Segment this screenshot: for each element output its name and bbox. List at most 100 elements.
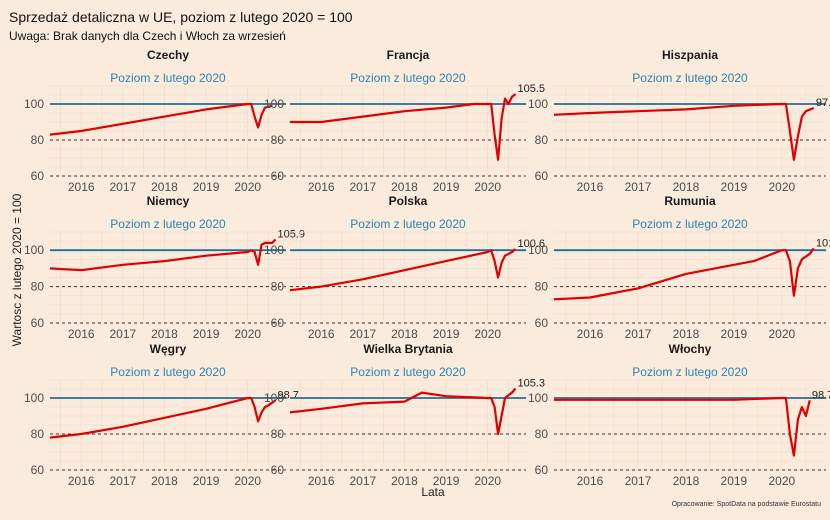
series-line (49, 102, 273, 136)
y-tick-label: 100 (528, 243, 548, 257)
x-tick-label: 2018 (391, 327, 418, 341)
y-tick-label: 100 (528, 97, 548, 111)
panel-title: Niemcy (147, 194, 190, 208)
x-tick-label: 2018 (391, 180, 418, 194)
x-tick-label: 2020 (474, 474, 501, 488)
x-tick-label: 2016 (577, 327, 604, 341)
x-tick-label: 2020 (234, 180, 261, 194)
x-tick-label: 2019 (193, 327, 220, 341)
y-tick-label: 100 (264, 97, 284, 111)
x-tick-label: 2020 (474, 180, 501, 194)
x-tick-label: 2019 (721, 180, 748, 194)
x-tick-label: 2019 (433, 180, 460, 194)
y-tick-label: 80 (271, 133, 285, 147)
x-tick-label: 2020 (769, 474, 796, 488)
end-value-label: 105.9 (277, 228, 305, 240)
x-tick-label: 2016 (68, 327, 95, 341)
y-tick-label: 100 (264, 391, 284, 405)
end-value-label: 105.5 (517, 83, 545, 95)
panel-3: Hiszpania Poziom z lutego 2020 60 80 100 2016… (528, 48, 830, 194)
end-value-label: 105.3 (517, 377, 545, 389)
x-tick-label: 2016 (577, 180, 604, 194)
panel-title: Hiszpania (662, 48, 718, 62)
y-tick-label: 100 (264, 243, 284, 257)
x-tick-label: 2017 (349, 474, 376, 488)
x-tick-label: 2018 (673, 180, 700, 194)
reference-label: Poziom z lutego 2020 (350, 217, 466, 231)
series-line (290, 93, 517, 161)
source-note: Opracowanie: SpotData na podstawie Euros… (671, 501, 821, 508)
x-tick-label: 2016 (308, 474, 335, 488)
x-tick-label: 2018 (151, 474, 178, 488)
x-tick-label: 2019 (193, 474, 220, 488)
panel-title: Wielka Brytania (363, 342, 453, 356)
x-tick-label: 2019 (193, 180, 220, 194)
end-value-label: 98.7 (812, 389, 830, 401)
x-tick-label: 2020 (474, 327, 501, 341)
y-tick-label: 100 (24, 391, 44, 405)
chart-subtitle: Uwaga: Brak danych dla Czech i Włoch za … (9, 29, 286, 43)
reference-label: Poziom z lutego 2020 (110, 71, 226, 85)
x-tick-label: 2018 (151, 180, 178, 194)
panel-title: Węgry (150, 342, 187, 356)
y-tick-label: 60 (31, 316, 45, 330)
x-tick-label: 2017 (625, 474, 652, 488)
series-line (289, 248, 517, 292)
x-tick-label: 2016 (68, 474, 95, 488)
y-tick-label: 80 (271, 427, 285, 441)
panel-8: Wielka Brytania Poziom z lutego 2020 60 80 1… (264, 342, 545, 488)
reference-label: Poziom z lutego 2020 (110, 365, 226, 379)
y-tick-label: 100 (24, 243, 44, 257)
panel-title: Włochy (669, 342, 712, 356)
panel-1: Czechy Poziom z lutego 2020 60 80 100 2016 201… (24, 48, 286, 194)
series-line (553, 102, 815, 161)
end-value-label: 97.8 (816, 97, 830, 109)
x-tick-label: 2019 (721, 327, 748, 341)
reference-label: Poziom z lutego 2020 (632, 217, 748, 231)
end-value-label: 101 (816, 237, 830, 249)
x-tick-label: 2018 (151, 327, 178, 341)
y-tick-label: 60 (535, 316, 549, 330)
y-tick-label: 80 (535, 133, 549, 147)
reference-label: Poziom z lutego 2020 (632, 365, 748, 379)
x-tick-label: 2016 (308, 327, 335, 341)
y-tick-label: 80 (535, 427, 549, 441)
y-tick-label: 60 (535, 169, 549, 183)
x-tick-label: 2018 (673, 327, 700, 341)
x-tick-label: 2018 (673, 474, 700, 488)
x-tick-label: 2019 (721, 474, 748, 488)
series-line (49, 396, 277, 439)
x-tick-label: 2018 (391, 474, 418, 488)
x-tick-label: 2017 (109, 180, 136, 194)
panel-title: Polska (389, 194, 428, 208)
x-tick-label: 2016 (577, 474, 604, 488)
panel-6: Rumunia Poziom z lutego 2020 60 80 100 2016 20… (528, 194, 830, 341)
y-tick-label: 100 (528, 391, 548, 405)
y-tick-label: 80 (31, 133, 45, 147)
panel-title: Rumunia (664, 194, 716, 208)
x-tick-label: 2017 (109, 327, 136, 341)
y-tick-label: 60 (31, 169, 45, 183)
x-tick-label: 2020 (234, 327, 261, 341)
end-value-label: 100.6 (517, 238, 545, 250)
x-axis-label: Lata (421, 485, 445, 499)
series-line (289, 387, 517, 436)
panel-2: Francja Poziom z lutego 2020 60 80 100 2016 20… (264, 48, 545, 194)
y-tick-label: 60 (271, 463, 285, 477)
x-tick-label: 2020 (234, 474, 261, 488)
y-tick-label: 100 (24, 97, 44, 111)
panel-5: Polska Poziom z lutego 2020 60 80 100 2016 201… (264, 194, 545, 341)
reference-label: Poziom z lutego 2020 (632, 71, 748, 85)
x-tick-label: 2019 (433, 474, 460, 488)
panel-9: Włochy Poziom z lutego 2020 60 80 100 2016 201… (528, 342, 830, 488)
y-tick-label: 80 (271, 280, 285, 294)
reference-label: Poziom z lutego 2020 (350, 71, 466, 85)
panel-title: Czechy (147, 48, 189, 62)
x-tick-label: 2017 (109, 474, 136, 488)
reference-label: Poziom z lutego 2020 (350, 365, 466, 379)
panel-7: Węgry Poziom z lutego 2020 60 80 100 2016 2017… (24, 342, 299, 488)
series-line (553, 247, 815, 301)
x-tick-label: 2017 (625, 327, 652, 341)
y-tick-label: 80 (31, 427, 45, 441)
